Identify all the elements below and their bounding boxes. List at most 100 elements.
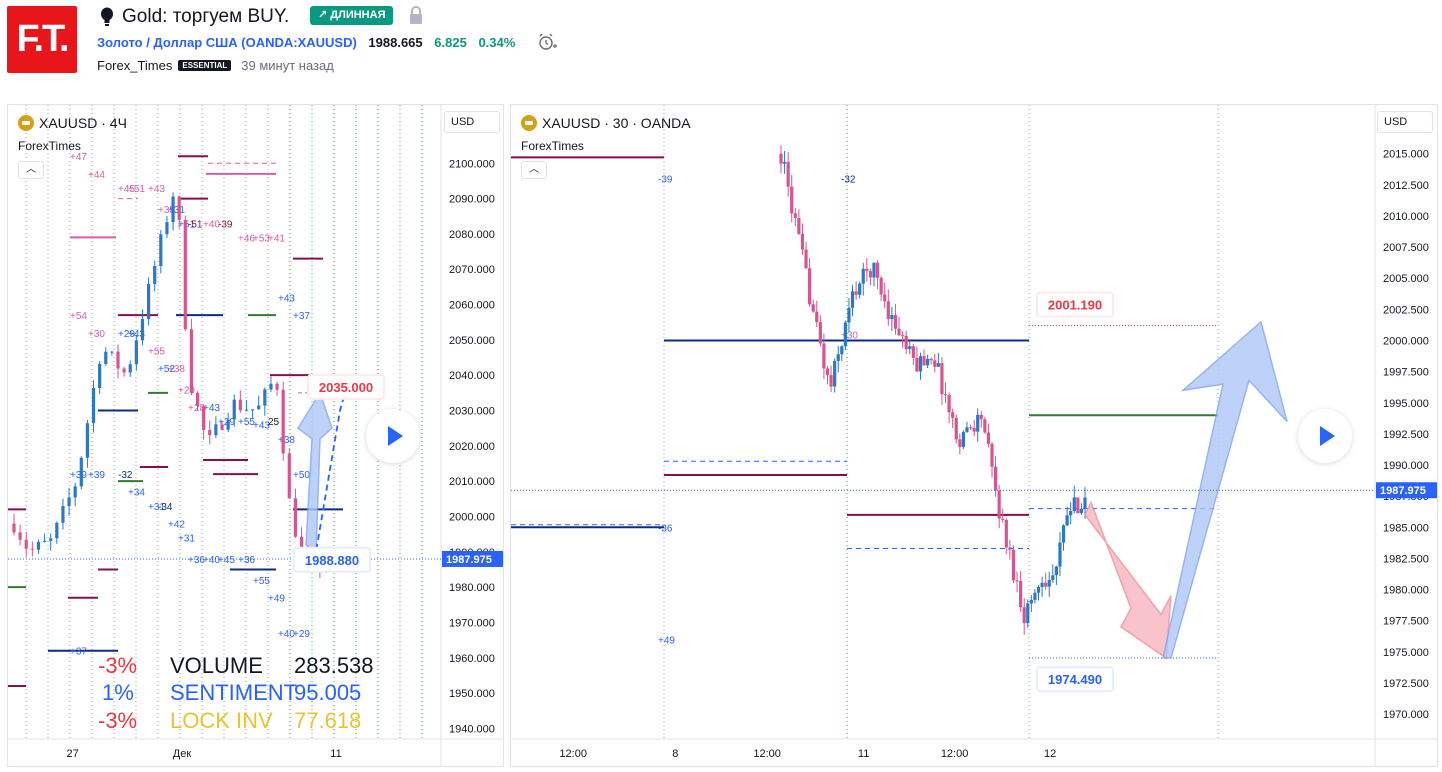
last-price-tag — [442, 550, 503, 567]
symbol-code-link[interactable]: (OANDA:XAUUSD) — [241, 35, 357, 50]
level-label: +40 — [203, 555, 220, 566]
level-label: -34 — [158, 502, 173, 513]
candle-body — [1054, 566, 1058, 576]
candle-body — [786, 162, 790, 187]
chevron-up-icon[interactable]: ︿ — [18, 161, 44, 179]
candle-body — [250, 409, 255, 411]
candle-body — [238, 399, 242, 411]
chevron-up-icon[interactable]: ︿ — [521, 161, 547, 179]
candle-body — [933, 360, 937, 367]
level-label: +41 — [268, 233, 285, 244]
candle-body — [825, 368, 830, 376]
chart-30m-canvas[interactable]: -39 -32 +30 -36 +49 2001.190 1974.490 2015.000 2… — [511, 105, 1438, 767]
candle-body — [1076, 497, 1080, 514]
candle-body — [299, 536, 304, 555]
candle-body — [868, 271, 873, 278]
level-label: +49 — [268, 594, 285, 605]
candle-body — [872, 262, 876, 278]
author-name[interactable]: Forex_Times — [97, 58, 173, 73]
candle-body — [833, 360, 837, 387]
y-tick-label: 1960.000 — [449, 653, 495, 665]
candle-body — [1029, 599, 1033, 604]
symbol-change-pct: 0.34% — [478, 35, 516, 50]
level-label: +38 — [168, 364, 185, 375]
level-label: +51 — [128, 184, 145, 195]
stat-lock-inv-value: 77.618 — [294, 708, 362, 733]
candle-body — [850, 291, 855, 308]
level-label: +28 — [188, 403, 205, 414]
level-label: +30 — [841, 330, 858, 341]
buy-arrow — [1162, 320, 1288, 659]
candle-body — [861, 268, 865, 284]
candle-body — [968, 427, 973, 429]
y-tick-label: 2100.000 — [449, 158, 495, 170]
candle-body — [55, 522, 59, 539]
candle-body — [1004, 519, 1008, 548]
candle-body — [904, 335, 908, 350]
last-price-tag — [1376, 482, 1437, 499]
candle-body — [18, 532, 22, 540]
chart-panel-30m[interactable]: -39 -32 +30 -36 +49 2001.190 1974.490 2015.000 2… — [510, 104, 1438, 767]
candle-body — [73, 486, 77, 498]
candle-body — [1058, 542, 1062, 567]
candle-body — [1033, 592, 1037, 600]
price-label-box — [1036, 666, 1114, 693]
candle-body — [822, 343, 826, 369]
candle-body — [918, 356, 923, 372]
candle-body — [177, 196, 181, 220]
candle-body — [287, 453, 291, 499]
play-icon[interactable] — [1298, 409, 1352, 463]
chart-30m-indicator-name: ForexTimes — [521, 139, 584, 153]
candle-body — [220, 424, 224, 430]
y-tick-label: 1940.000 — [449, 723, 495, 735]
level-label: +43 — [128, 329, 145, 340]
candle-body — [12, 523, 16, 533]
candle-body — [976, 414, 980, 432]
candle-body — [782, 162, 787, 164]
x-tick-label: 12:00 — [941, 748, 969, 760]
candle-body — [815, 311, 819, 323]
stat-lock-inv-pct: -3% — [98, 708, 138, 733]
y-tick-label: 1992.500 — [1383, 429, 1429, 441]
candle-body — [146, 284, 151, 319]
level-label: +30 — [88, 329, 105, 340]
candle-body — [1011, 549, 1016, 581]
x-tick-label: 27 — [66, 748, 78, 760]
play-icon[interactable] — [366, 409, 420, 463]
y-tick-label: 2000.000 — [1383, 335, 1429, 347]
chart-4h-title: XAUUSD · 4Ч — [18, 115, 127, 131]
candle-body — [110, 351, 114, 353]
x-tick-label: 11 — [330, 748, 341, 760]
symbol-name-link[interactable]: Золото / Доллар США — [97, 35, 238, 50]
candle-body — [122, 368, 126, 373]
alarm-icon[interactable] — [537, 32, 557, 52]
candle-body — [965, 427, 969, 432]
candle-body — [854, 291, 858, 295]
price-label-text: 1974.490 — [1048, 672, 1102, 687]
candle-body — [793, 213, 797, 218]
y-tick-label: 2005.000 — [1383, 273, 1429, 285]
candle-body — [91, 388, 96, 424]
candle-body — [983, 419, 987, 433]
y-tick-label: 2030.000 — [449, 406, 495, 418]
level-label: +36 — [188, 555, 205, 566]
candle-body — [908, 346, 912, 350]
currency-selector[interactable]: USD — [444, 111, 500, 133]
level-label: +38 — [278, 435, 295, 446]
chart-panel-4h[interactable]: +47+44+45+51+43+35+31+51-51+40-39+46+53+… — [7, 104, 504, 767]
currency-selector[interactable]: USD — [1377, 111, 1433, 133]
y-tick-label: 2040.000 — [449, 370, 495, 382]
author-logo[interactable]: F.T. — [7, 6, 77, 73]
chart-4h-indicator-name: ForexTimes — [18, 139, 81, 153]
level-label: +55 — [253, 576, 270, 587]
chart-4h-canvas[interactable]: +47+44+45+51+43+35+31+51-51+40-39+46+53+… — [8, 105, 504, 767]
candle-body — [808, 268, 812, 305]
candle-body — [202, 406, 206, 430]
level-label: +43 — [278, 293, 295, 304]
candle-body — [1061, 525, 1066, 543]
candle-body — [865, 268, 869, 272]
level-label: +54 — [70, 311, 87, 322]
level-label: +31 — [178, 534, 195, 545]
last-price-tag-text: 1987.975 — [1380, 485, 1426, 497]
candle-body — [986, 432, 991, 444]
